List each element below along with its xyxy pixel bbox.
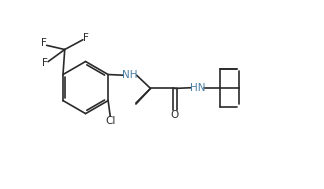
Text: F: F bbox=[83, 33, 88, 43]
Text: F: F bbox=[41, 38, 47, 48]
Text: F: F bbox=[42, 58, 48, 68]
Text: O: O bbox=[171, 110, 179, 120]
Text: HN: HN bbox=[190, 83, 205, 93]
Text: Cl: Cl bbox=[105, 116, 115, 126]
Text: NH: NH bbox=[122, 70, 137, 80]
